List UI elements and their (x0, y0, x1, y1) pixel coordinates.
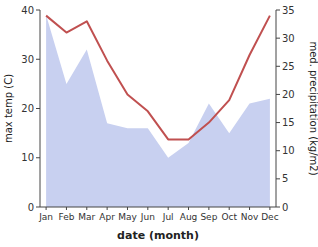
y2-tick (276, 66, 280, 67)
x-axis-label: date (month) (117, 229, 199, 242)
x-tick (66, 207, 67, 210)
y-tick-label: 40 (21, 5, 34, 16)
y2-tick (276, 150, 280, 151)
y-tick (36, 157, 40, 158)
x-tick-label: Mar (78, 212, 95, 222)
y2-axis (276, 10, 277, 207)
x-tick-label: Aug (180, 212, 198, 222)
y2-tick (276, 94, 280, 95)
x-tick-label: Sep (200, 212, 217, 222)
y-tick-label: 30 (21, 54, 34, 65)
y2-tick-label: 15 (282, 117, 295, 128)
x-tick (249, 207, 250, 210)
x-tick-label: May (118, 212, 137, 222)
x-tick (269, 207, 270, 210)
x-tick (127, 207, 128, 210)
x-tick (168, 207, 169, 210)
y-tick (36, 59, 40, 60)
y2-tick (276, 10, 280, 11)
y2-axis-label: med. precipitation (kg/m2) (308, 41, 318, 175)
y-tick-label: 20 (21, 103, 34, 114)
x-tick-label: Jul (162, 212, 174, 222)
x-axis (40, 207, 276, 208)
x-tick-label: Oct (221, 212, 237, 222)
y-tick (36, 10, 40, 11)
y2-tick-label: 35 (282, 5, 295, 16)
x-tick-label: Feb (58, 212, 74, 222)
y2-tick-label: 0 (282, 202, 288, 213)
y2-tick-label: 20 (282, 89, 295, 100)
x-tick-label: Jan (38, 212, 53, 222)
y-tick-label: 10 (21, 152, 34, 163)
y-axis-label: max temp (C) (3, 74, 14, 143)
line (46, 16, 270, 140)
chart: 01020304005101520253035JanFebMarAprMayJu… (0, 0, 318, 247)
y2-tick (276, 122, 280, 123)
y2-tick-label: 25 (282, 61, 295, 72)
x-tick (208, 207, 209, 210)
chart-container: 01020304005101520253035JanFebMarAprMayJu… (0, 0, 318, 247)
y2-tick (276, 207, 280, 208)
x-tick-label: Nov (241, 212, 259, 222)
x-tick (107, 207, 108, 210)
y2-tick-label: 5 (282, 173, 288, 184)
y-tick (36, 207, 40, 208)
x-tick (188, 207, 189, 210)
area (46, 15, 270, 207)
x-tick (229, 207, 230, 210)
x-tick-label: Dec (261, 212, 278, 222)
x-tick-label: Jun (140, 212, 155, 222)
y2-tick-label: 30 (282, 33, 295, 44)
y2-tick (276, 178, 280, 179)
y-tick (36, 108, 40, 109)
x-tick (86, 207, 87, 210)
x-tick (147, 207, 148, 210)
y-tick-label: 0 (28, 202, 34, 213)
x-tick (46, 207, 47, 210)
x-tick-label: Apr (99, 212, 115, 222)
y2-tick (276, 38, 280, 39)
y2-tick-label: 10 (282, 145, 295, 156)
plot-area (46, 15, 270, 207)
